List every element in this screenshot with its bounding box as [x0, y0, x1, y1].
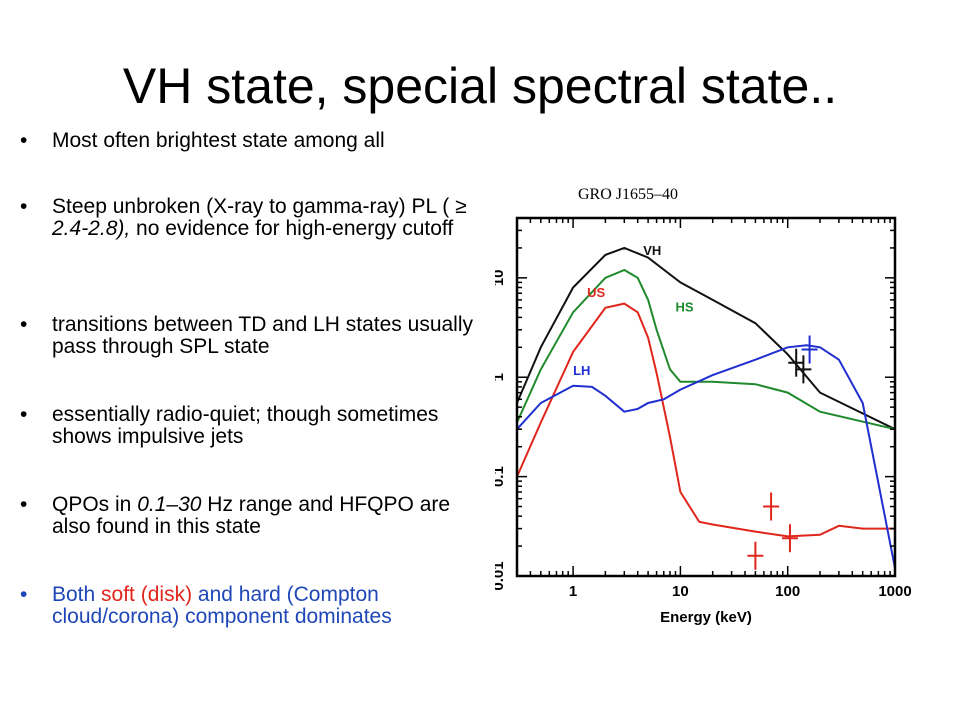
data-marker	[763, 492, 780, 521]
slide-title: VH state, special spectral state..	[122, 58, 838, 114]
bullet-text: transitions between TD and LH states usu…	[52, 313, 474, 358]
series-line-lh	[516, 344, 896, 569]
bullet-marker: •	[20, 195, 28, 218]
bullet-marker: •	[20, 403, 28, 426]
series-label-lh: LH	[573, 363, 590, 378]
bullet-text-part: no evidence for high-energy cutoff	[130, 217, 454, 240]
bullet-text-part: Both	[52, 583, 102, 606]
bullet-text: QPOs in 0.1–30 Hz range and HFQPO are al…	[52, 494, 490, 538]
marker-layer	[747, 335, 818, 570]
figure-source-label: GRO J1655–40	[578, 186, 679, 203]
x-tick-label: 1	[569, 583, 577, 600]
bullet-text-part: QPOs in	[52, 493, 138, 516]
series-label-vh: VH	[643, 243, 661, 258]
bullet-text: Most often brightest state among all	[52, 129, 385, 152]
series-label-hs: HS	[675, 299, 693, 314]
x-tick-label: 100	[775, 583, 800, 600]
data-marker	[781, 524, 798, 553]
series-line-hs	[516, 268, 896, 431]
data-marker	[801, 335, 818, 364]
series-line-vh	[516, 246, 896, 431]
series-layer	[516, 246, 896, 569]
bullet-text-part: Hz range and HFQPO are also found in thi…	[52, 493, 451, 538]
bullet-item: • transitions between TD and LH states u…	[20, 314, 490, 358]
plot-frame	[515, 216, 897, 578]
bullet-text-part: Steep unbroken (X-ray to gamma-ray) PL (	[52, 195, 456, 218]
bullet-marker: •	[20, 313, 28, 336]
bullet-text: Both soft (disk) and hard (Compton cloud…	[52, 584, 490, 628]
x-tick-label: 1000	[878, 583, 911, 600]
data-marker	[747, 541, 764, 570]
tick-layer	[516, 217, 896, 577]
bullet-text-italic: 0.1–30	[137, 493, 202, 516]
data-marker	[795, 355, 812, 384]
series-label-us: US	[587, 285, 605, 300]
bullet-marker: •	[20, 129, 28, 152]
bullet-text-part: and hard (Compton cloud/corona) componen…	[52, 583, 392, 628]
x-axis-label: Energy (keV)	[660, 609, 752, 626]
bullet-item: • QPOs in 0.1–30 Hz range and HFQPO are …	[20, 494, 490, 538]
bullet-item: • Steep unbroken (X-ray to gamma-ray) PL…	[20, 196, 490, 240]
data-marker	[788, 348, 805, 377]
x-tick-label: 10	[672, 583, 689, 600]
bullet-item: • Both soft (disk) and hard (Compton clo…	[20, 584, 490, 628]
bullet-item: • Most often brightest state among all	[20, 130, 490, 152]
bullet-text: Steep unbroken (X-ray to gamma-ray) PL (…	[52, 196, 490, 240]
y-tick-label: 1	[495, 373, 507, 381]
y-tick-label: 0.01	[495, 561, 507, 590]
series-line-us	[516, 302, 895, 538]
bullet-marker: •	[20, 493, 28, 516]
y-tick-label: 0.1	[495, 466, 507, 487]
bullet-text-italic: ≥ 2.4-2.8),	[52, 195, 467, 240]
bullet-text-highlight: soft (disk)	[101, 583, 193, 606]
bullet-item: • essentially radio-quiet; though someti…	[20, 404, 490, 448]
bullet-text: essentially radio-quiet; though sometime…	[52, 403, 439, 448]
bullet-marker: •	[20, 583, 28, 606]
y-tick-label: 10	[495, 269, 507, 286]
